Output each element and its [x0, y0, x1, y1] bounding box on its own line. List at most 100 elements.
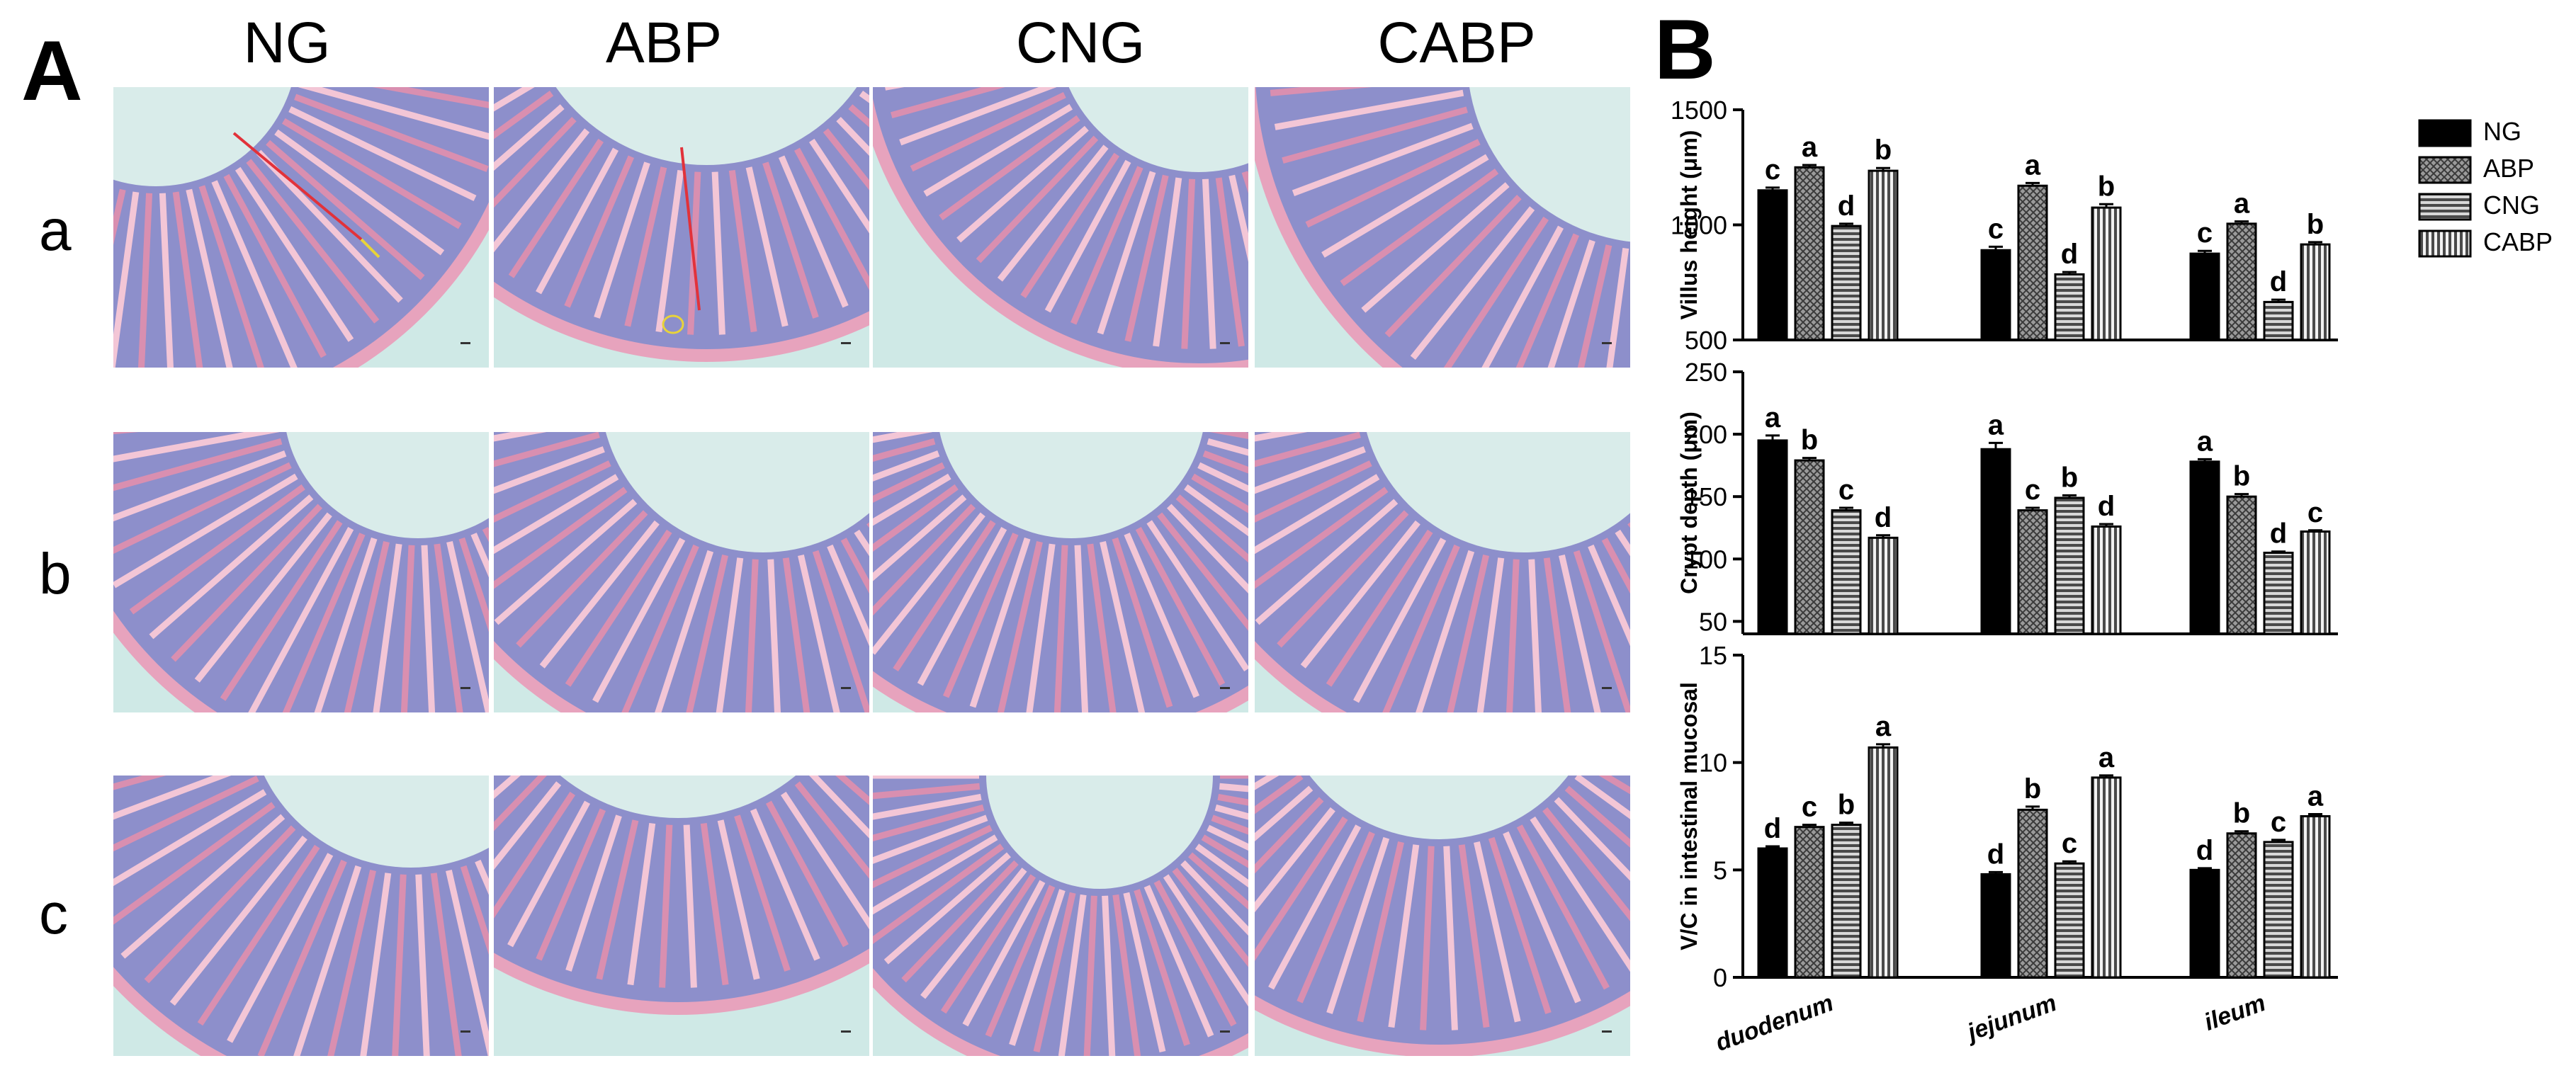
bar-cabp-jejunum — [2091, 776, 2122, 979]
significance-letter: b — [2233, 798, 2250, 829]
bar-cng-ileum — [2263, 300, 2294, 341]
y-tick-label: 250 — [1685, 358, 1727, 387]
significance-letter: c — [1988, 213, 2004, 244]
bar-abp-duodenum — [1794, 166, 1825, 341]
x-tick-label: jejunum — [1961, 989, 2060, 1047]
row-label-a: a — [39, 198, 72, 263]
legend-label-cng: CNG — [2483, 191, 2540, 220]
significance-letter: c — [2271, 807, 2286, 838]
significance-letter: a — [1875, 711, 1892, 742]
tissue-image — [113, 432, 489, 712]
column-header-cabp: CABP — [1377, 11, 1536, 75]
bar-cng-ileum — [2263, 551, 2294, 635]
significance-letter: a — [2307, 780, 2324, 812]
significance-letter: a — [2098, 742, 2115, 773]
bar-ng-ileum — [2189, 868, 2220, 979]
bar-cng-jejunum — [2054, 273, 2085, 341]
micrograph-abp-b — [494, 432, 869, 712]
y-tick-label: 15 — [1699, 641, 1727, 670]
y-axis-label: Villus height (μm) — [1676, 130, 1702, 320]
significance-letter: c — [2025, 475, 2040, 506]
bar-abp-ileum — [2226, 222, 2257, 341]
y-tick-label: 150 — [1685, 482, 1727, 511]
y-tick-label: 10 — [1699, 749, 1727, 778]
legend-swatch-ng — [2418, 119, 2472, 147]
significance-letter: a — [1802, 132, 1818, 163]
significance-letter: b — [1801, 425, 1818, 456]
significance-letter: c — [2307, 497, 2323, 528]
scale-bar — [1602, 342, 1612, 344]
significance-letter: a — [2197, 426, 2213, 457]
bar-ng-ileum — [2189, 460, 2220, 635]
bar-ng-duodenum — [1757, 847, 1788, 979]
significance-letter: d — [1764, 813, 1781, 844]
bar-ng-jejunum — [1980, 873, 2011, 979]
row-label-b: b — [39, 542, 72, 606]
tissue-image — [113, 776, 489, 1056]
legend-swatch-abp — [2418, 156, 2472, 184]
bar-cabp-ileum — [2300, 243, 2331, 341]
bar-ng-ileum — [2189, 252, 2220, 341]
significance-letter: c — [1765, 154, 1780, 186]
y-tick-label: 1500 — [1671, 96, 1727, 125]
bar-ng-duodenum — [1757, 439, 1788, 635]
crypt-measure-circle — [662, 314, 684, 334]
legend-label-abp: ABP — [2483, 154, 2534, 183]
bar-abp-ileum — [2226, 832, 2257, 979]
y-tick-label: 5 — [1713, 856, 1727, 885]
scale-bar — [461, 1030, 470, 1033]
scale-bar — [1220, 687, 1230, 689]
bar-abp-jejunum — [2017, 509, 2048, 635]
bar-abp-duodenum — [1794, 459, 1825, 635]
scale-bar — [841, 687, 851, 689]
significance-letter: b — [2061, 462, 2078, 493]
scale-bar — [1220, 342, 1230, 344]
significance-letter: d — [1838, 191, 1855, 222]
row-label-c: c — [39, 882, 68, 946]
villus-measure-line — [680, 147, 701, 311]
y-axis-label: V/C in intestinal mucosal — [1676, 682, 1702, 950]
significance-letter: c — [1802, 792, 1817, 823]
micrograph-abp-c — [494, 776, 869, 1056]
column-header-cng: CNG — [1015, 11, 1146, 75]
bar-cng-duodenum — [1831, 225, 1862, 341]
bar-cabp-jejunum — [2091, 525, 2122, 635]
tissue-image — [494, 776, 869, 1056]
scale-bar — [1602, 1030, 1612, 1033]
bar-abp-ileum — [2226, 495, 2257, 635]
bar-cng-duodenum — [1831, 509, 1862, 635]
y-tick-label: 500 — [1685, 326, 1727, 355]
significance-letter: c — [1838, 475, 1854, 506]
tissue-image — [1255, 432, 1630, 712]
legend-swatch-cabp — [2418, 229, 2472, 258]
tissue-image — [873, 87, 1248, 368]
scale-bar — [841, 1030, 851, 1033]
micrograph-cabp-b — [1255, 432, 1630, 712]
scale-bar — [841, 342, 851, 344]
significance-letter: a — [2025, 149, 2041, 181]
bar-cabp-duodenum — [1868, 536, 1899, 635]
scale-bar — [1220, 1030, 1230, 1033]
x-tick-label: duodenum — [1712, 989, 1836, 1057]
tissue-image — [494, 87, 869, 368]
bar-cng-duodenum — [1831, 824, 1862, 979]
bar-cabp-ileum — [2300, 815, 2331, 979]
micrograph-ng-b — [113, 432, 489, 712]
scale-bar — [461, 687, 470, 689]
bar-abp-jejunum — [2017, 808, 2048, 979]
crypt-measure-line — [360, 238, 380, 259]
micrograph-abp-a — [494, 87, 869, 368]
bar-cng-jejunum — [2054, 496, 2085, 635]
significance-letter: a — [2234, 188, 2250, 220]
micrograph-ng-c — [113, 776, 489, 1056]
bar-ng-duodenum — [1757, 189, 1788, 341]
significance-letter: a — [1765, 402, 1781, 433]
micrograph-cabp-c — [1255, 776, 1630, 1056]
y-tick-label: 100 — [1685, 545, 1727, 574]
significance-letter: d — [1875, 502, 1892, 533]
legend-swatch-cng — [2418, 193, 2472, 221]
bar-abp-jejunum — [2017, 184, 2048, 341]
significance-letter: d — [1987, 839, 2004, 870]
significance-letter: d — [2270, 518, 2287, 550]
significance-letter: a — [1988, 409, 2004, 441]
